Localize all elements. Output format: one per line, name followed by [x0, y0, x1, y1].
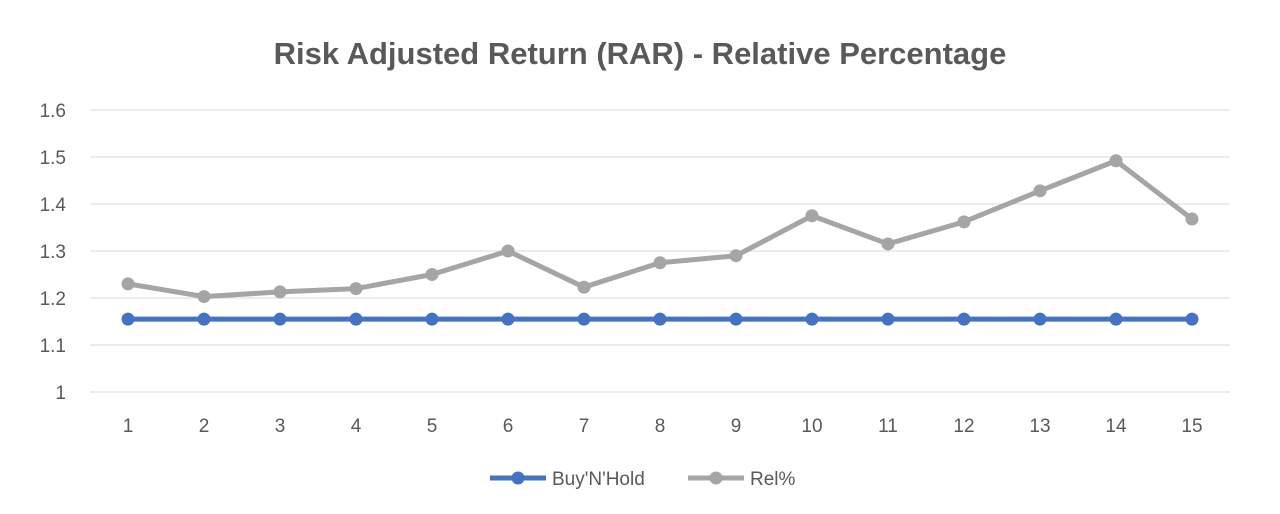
data-point — [1109, 154, 1123, 168]
data-point — [729, 249, 743, 263]
data-point — [1109, 312, 1123, 326]
series-0 — [121, 312, 1199, 326]
x-tick-label: 4 — [351, 416, 362, 437]
series-line — [125, 158, 1195, 300]
data-point — [881, 237, 895, 251]
data-point — [197, 312, 211, 326]
y-tick-label: 1.4 — [40, 195, 67, 216]
data-point — [501, 312, 515, 326]
x-tick-label: 6 — [503, 416, 514, 437]
data-point — [425, 268, 439, 281]
x-tick-label: 1 — [123, 416, 134, 437]
data-point — [425, 312, 439, 326]
x-tick-label: 12 — [953, 416, 974, 437]
x-tick-label: 3 — [275, 416, 286, 437]
data-point — [349, 282, 363, 296]
legend-item: Rel% — [688, 469, 796, 490]
x-tick-label: 9 — [731, 416, 742, 437]
data-point — [273, 285, 287, 299]
data-point — [121, 312, 135, 326]
y-axis: 1.6 1.5 1.4 1.3 1.2 1.1 1 — [40, 101, 67, 404]
data-point — [653, 256, 667, 270]
chart-title: Risk Adjusted Return (RAR) - Relative Pe… — [274, 36, 1007, 71]
x-tick-label: 5 — [427, 416, 438, 437]
plot-area — [121, 154, 1199, 326]
y-tick-label: 1.3 — [40, 242, 66, 263]
data-point — [273, 312, 287, 326]
x-tick-label: 2 — [199, 416, 210, 437]
x-tick-label: 15 — [1181, 416, 1202, 437]
y-tick-label: 1.2 — [40, 289, 66, 310]
data-point — [1033, 312, 1047, 326]
y-tick-label: 1.1 — [40, 336, 66, 357]
x-tick-label: 11 — [878, 416, 898, 437]
data-point — [881, 312, 895, 326]
data-point — [349, 312, 363, 326]
data-point — [653, 312, 667, 326]
y-tick-label: 1.6 — [40, 101, 66, 122]
data-point — [1033, 184, 1047, 198]
data-point — [501, 244, 515, 258]
data-point — [1185, 212, 1199, 226]
series-1 — [121, 154, 1199, 304]
x-tick-label: 8 — [655, 416, 666, 437]
legend-label: Buy'N'Hold — [552, 469, 645, 490]
y-tick-label: 1 — [55, 383, 66, 404]
data-point — [729, 312, 743, 326]
data-point — [577, 280, 591, 294]
x-tick-label: 7 — [579, 416, 590, 437]
data-point — [121, 277, 135, 291]
legend-swatch-marker — [709, 471, 723, 485]
data-point — [577, 312, 591, 326]
data-point — [957, 312, 971, 326]
data-point — [805, 209, 819, 223]
legend: Buy'N'Hold Rel% — [490, 469, 796, 490]
data-point — [1185, 312, 1199, 326]
x-axis: 1 2 3 4 5 6 7 8 9 10 11 12 13 14 15 — [123, 416, 1203, 437]
data-point — [805, 312, 819, 326]
legend-item: Buy'N'Hold — [490, 469, 645, 490]
y-tick-label: 1.5 — [40, 148, 66, 169]
grid-layer — [90, 109, 1230, 393]
x-tick-label: 14 — [1105, 416, 1127, 437]
legend-label: Rel% — [750, 469, 796, 490]
x-tick-label: 10 — [801, 416, 822, 437]
data-point — [957, 215, 971, 229]
legend-swatch-marker — [511, 471, 525, 485]
x-tick-label: 13 — [1029, 416, 1050, 437]
data-point — [197, 290, 211, 304]
